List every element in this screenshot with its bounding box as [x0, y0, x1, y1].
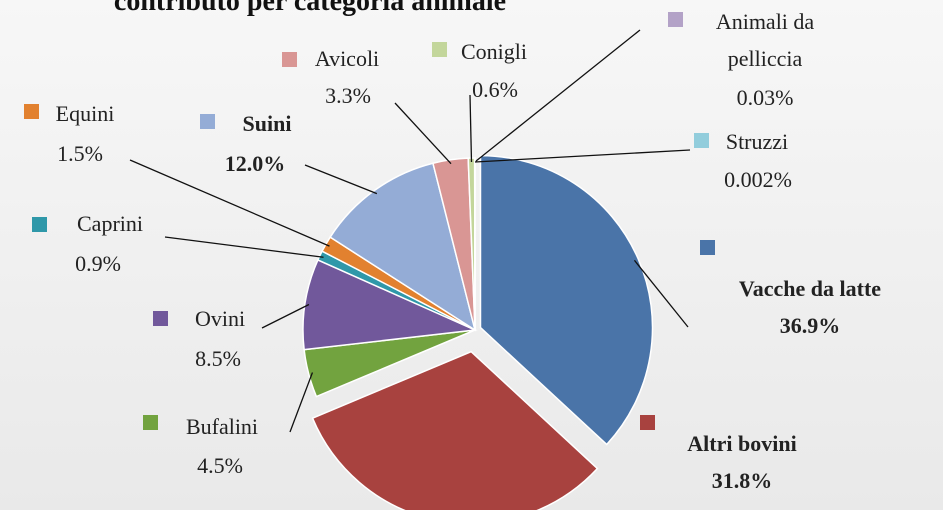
slice-name: Vacche da latte — [738, 276, 882, 301]
slice-value-label: 12.0% — [224, 151, 286, 176]
leader-line — [304, 164, 378, 195]
legend-swatch — [153, 311, 168, 326]
pie-slice — [302, 258, 478, 351]
slice-name: Animali da pelliccia — [715, 9, 815, 71]
pie-slice — [329, 162, 477, 332]
slice-value-label: 0.9% — [75, 251, 121, 276]
chart-title: contributo per categoria animale — [113, 0, 507, 17]
leader-line — [164, 236, 324, 258]
slice-value-label: 3.3% — [325, 83, 371, 108]
slice-value-label: 0.002% — [724, 167, 792, 192]
slice-name: Ovini — [194, 306, 246, 331]
slice-name: Suini — [242, 111, 292, 136]
legend-swatch — [24, 104, 39, 119]
pie-slice — [479, 154, 654, 446]
pie-slice — [311, 350, 599, 510]
slice-name: Struzzi — [725, 129, 789, 154]
slice-name: Avicoli — [314, 46, 380, 71]
leader-line — [289, 372, 314, 433]
legend-swatch — [32, 217, 47, 232]
slice-value-label: 1.5% — [57, 141, 103, 166]
slice-value-label: 0.03% — [736, 85, 794, 110]
slice-value-label: 8.5% — [195, 346, 241, 371]
slice-value-label: 0.6% — [472, 77, 518, 102]
leader-line — [394, 102, 452, 165]
legend-swatch — [200, 114, 215, 129]
legend-swatch — [700, 240, 715, 255]
slice-name: Caprini — [77, 211, 143, 236]
legend-swatch — [668, 12, 683, 27]
slice-value-label: 36.9% — [779, 313, 841, 338]
legend-swatch — [694, 133, 709, 148]
leader-line — [261, 303, 310, 329]
leader-line — [474, 149, 691, 163]
leader-line — [474, 29, 641, 163]
leader-line — [129, 159, 330, 247]
slice-name: Conigli — [460, 39, 527, 64]
slice-value-label: 31.8% — [711, 468, 773, 493]
legend-swatch — [143, 415, 158, 430]
leader-line — [633, 259, 689, 328]
legend-swatch — [640, 415, 655, 430]
legend-swatch — [432, 42, 447, 57]
slice-name: Bufalini — [185, 414, 259, 439]
legend-swatch — [282, 52, 297, 67]
slice-name: Equini — [55, 101, 115, 126]
leader-line — [469, 94, 473, 163]
slice-name: Altri bovini — [687, 431, 797, 456]
slice-value-label: 4.5% — [197, 453, 243, 478]
